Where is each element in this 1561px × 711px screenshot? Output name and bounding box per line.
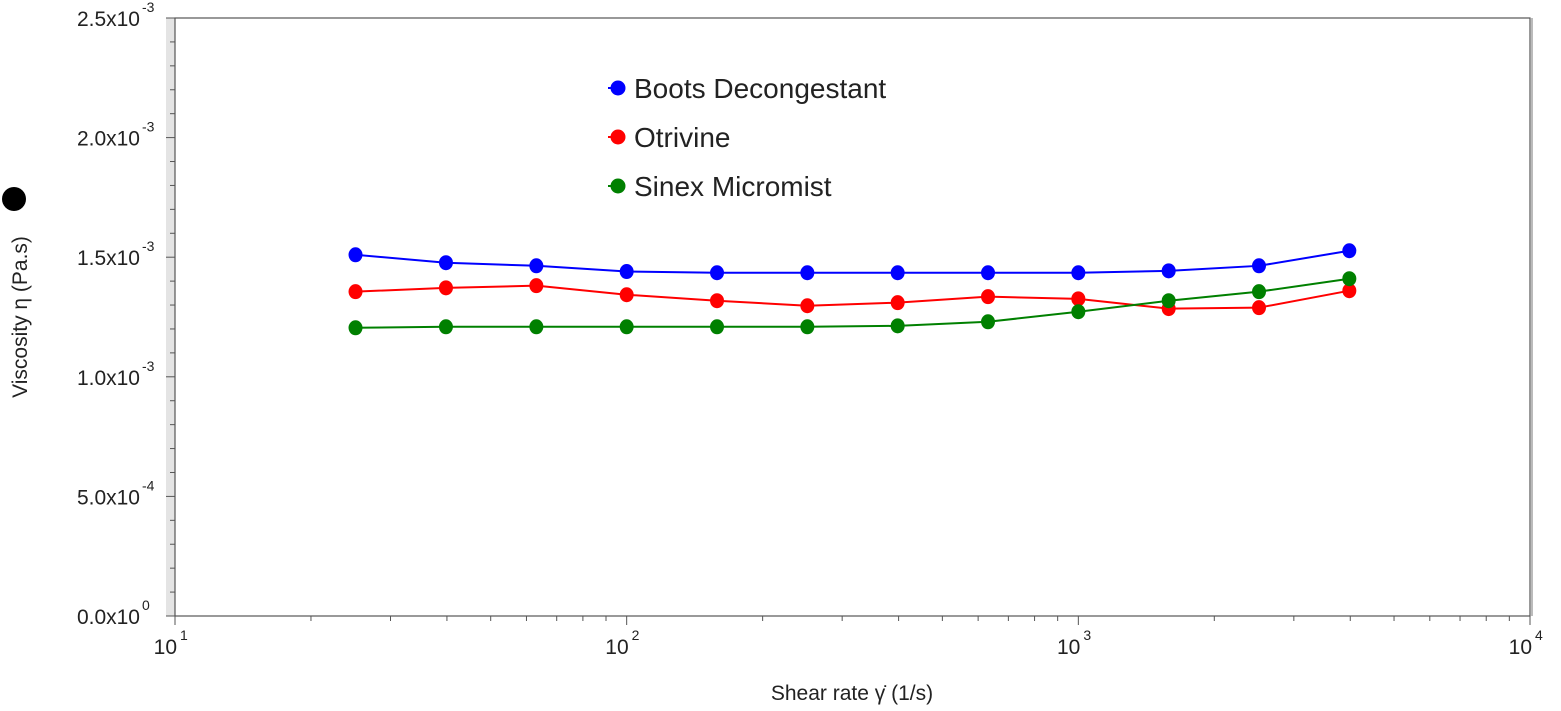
legend-marker-icon (610, 80, 626, 96)
data-point (438, 280, 453, 296)
x-axis-label: Shear rate γ̇ (1/s) (771, 682, 933, 705)
y-tick-label: 1.0x10 (77, 367, 140, 390)
y-axis-label: Viscosity η (Pa.s) (9, 236, 32, 398)
data-point (438, 319, 453, 335)
y-tick-exponent: -3 (142, 358, 155, 374)
data-point (981, 289, 996, 305)
series-line-1 (355, 284, 1350, 310)
y-tick-label: 0.0x10 (77, 606, 140, 629)
data-point (1342, 271, 1357, 287)
data-point (1342, 243, 1357, 259)
data-point (1252, 284, 1267, 300)
data-point (890, 318, 905, 334)
data-point (348, 284, 363, 300)
data-point (529, 278, 544, 294)
data-point (619, 319, 634, 335)
x-tick-label: 10 (1057, 636, 1080, 659)
data-point (1342, 283, 1357, 299)
x-tick-label: 10 (605, 636, 628, 659)
legend-label: Sinex Micromist (634, 171, 832, 202)
data-point (800, 319, 815, 335)
x-tick-label: 10 (1509, 636, 1532, 659)
data-point (800, 298, 815, 314)
data-point (710, 293, 725, 309)
data-point (529, 319, 544, 335)
data-point (981, 314, 996, 330)
y-axis-shade (166, 18, 175, 616)
series-line-0 (355, 249, 1350, 274)
y-tick-exponent: -4 (142, 477, 155, 493)
x-tick-exponent: 1 (180, 627, 188, 643)
series-line-2 (355, 277, 1350, 329)
data-point (1161, 293, 1176, 309)
y-tick-label: 2.0x10 (77, 128, 140, 151)
data-point (619, 264, 634, 280)
x-tick-exponent: 3 (1083, 627, 1091, 643)
legend-marker-icon (610, 129, 626, 145)
x-tick-exponent: 4 (1535, 627, 1543, 643)
data-point (348, 247, 363, 263)
data-point (619, 287, 634, 303)
data-point (890, 295, 905, 311)
x-tick-exponent: 2 (632, 627, 640, 643)
data-point (800, 265, 815, 281)
data-point (1161, 263, 1176, 279)
data-point (529, 258, 544, 274)
x-tick-label: 10 (154, 636, 177, 659)
legend-marker-icon (610, 178, 626, 194)
data-point (710, 319, 725, 335)
y-tick-label: 5.0x10 (77, 486, 140, 509)
y-tick-exponent: -3 (142, 119, 155, 135)
data-point (438, 255, 453, 271)
y-tick-exponent: -3 (142, 238, 155, 254)
legend-label: Boots Decongestant (634, 73, 886, 104)
y-tick-label: 2.5x10 (77, 8, 140, 31)
data-point (1071, 304, 1086, 320)
data-point (981, 265, 996, 281)
data-point (1071, 265, 1086, 281)
legend-label: Otrivine (634, 122, 730, 153)
data-point (890, 265, 905, 281)
y-axis-label-marker-icon (2, 187, 26, 211)
y-tick-exponent: 0 (142, 597, 150, 613)
y-tick-exponent: -3 (142, 0, 155, 15)
data-point (348, 320, 363, 336)
plot-frame (174, 17, 1531, 617)
data-point (1252, 258, 1267, 274)
data-point (1252, 300, 1267, 316)
data-point (710, 265, 725, 281)
data-point (1071, 291, 1086, 307)
y-tick-label: 1.5x10 (77, 247, 140, 270)
